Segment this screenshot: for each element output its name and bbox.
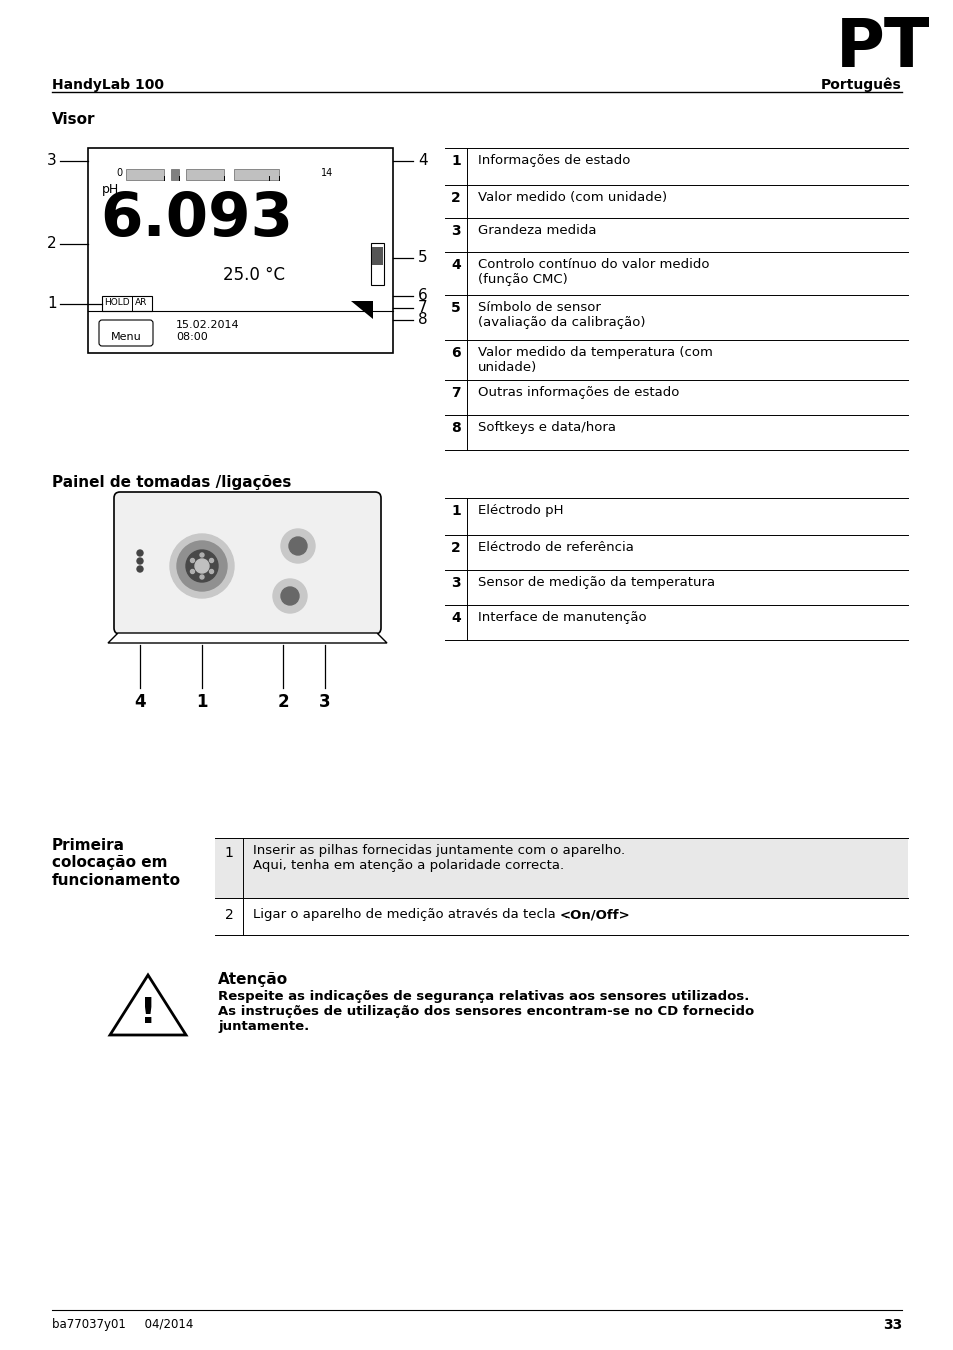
Circle shape xyxy=(273,579,307,613)
Text: Softkeys e data/hora: Softkeys e data/hora xyxy=(477,421,616,433)
Circle shape xyxy=(281,587,298,605)
Circle shape xyxy=(194,559,209,572)
Text: Painel de tomadas /ligações: Painel de tomadas /ligações xyxy=(52,475,291,490)
Text: Símbolo de sensor
(avaliação da calibração): Símbolo de sensor (avaliação da calibraç… xyxy=(477,301,645,329)
Polygon shape xyxy=(110,975,186,1035)
Circle shape xyxy=(191,570,194,574)
Circle shape xyxy=(210,559,213,563)
Circle shape xyxy=(137,558,143,564)
Text: Interface de manutenção: Interface de manutenção xyxy=(477,612,646,624)
Text: 14: 14 xyxy=(320,167,333,178)
Text: 8: 8 xyxy=(451,421,460,435)
Text: Valor medido (com unidade): Valor medido (com unidade) xyxy=(477,190,666,204)
Bar xyxy=(372,247,382,265)
Text: 6: 6 xyxy=(417,288,427,302)
Text: 1: 1 xyxy=(196,693,208,711)
Text: 1: 1 xyxy=(47,296,57,310)
Text: Sensor de medição da temperatura: Sensor de medição da temperatura xyxy=(477,576,715,589)
Text: Controlo contínuo do valor medido
(função CMC): Controlo contínuo do valor medido (funçã… xyxy=(477,258,709,286)
Text: 2: 2 xyxy=(451,190,460,205)
Text: Outras informações de estado: Outras informações de estado xyxy=(477,386,679,400)
Text: 3: 3 xyxy=(47,153,57,167)
Circle shape xyxy=(281,529,314,563)
Text: 3: 3 xyxy=(319,693,331,711)
Circle shape xyxy=(191,559,194,563)
Text: Grandeza medida: Grandeza medida xyxy=(477,224,596,238)
Text: HandyLab 100: HandyLab 100 xyxy=(52,78,164,92)
Bar xyxy=(371,243,384,285)
Text: 4: 4 xyxy=(451,612,460,625)
Text: 3: 3 xyxy=(451,576,460,590)
Circle shape xyxy=(200,575,204,579)
Text: 2: 2 xyxy=(47,236,57,251)
Text: 33: 33 xyxy=(882,1318,901,1332)
Text: 1: 1 xyxy=(451,154,460,167)
Text: 6.093: 6.093 xyxy=(100,190,293,248)
Text: Valor medido da temperatura (com
unidade): Valor medido da temperatura (com unidade… xyxy=(477,346,712,374)
Bar xyxy=(88,148,393,352)
Text: Atenção: Atenção xyxy=(218,972,288,987)
Text: 7: 7 xyxy=(451,386,460,400)
Text: 8: 8 xyxy=(417,312,427,327)
Text: Menu: Menu xyxy=(111,332,141,342)
Text: PT: PT xyxy=(835,15,929,81)
Bar xyxy=(186,169,224,180)
Circle shape xyxy=(137,549,143,556)
Text: 2: 2 xyxy=(224,909,233,922)
Text: 25.0 °C: 25.0 °C xyxy=(223,266,285,283)
Circle shape xyxy=(210,570,213,574)
Bar xyxy=(102,296,152,310)
Text: 1: 1 xyxy=(224,846,233,860)
Text: Primeira
colocação em
funcionamento: Primeira colocação em funcionamento xyxy=(52,838,181,888)
Text: Eléctrodo pH: Eléctrodo pH xyxy=(477,504,563,517)
Text: Visor: Visor xyxy=(52,112,95,127)
Circle shape xyxy=(186,549,218,582)
Text: ba77037y01     04/2014: ba77037y01 04/2014 xyxy=(52,1318,193,1331)
Text: 4: 4 xyxy=(417,153,427,167)
Text: !: ! xyxy=(139,996,156,1030)
Text: HOLD: HOLD xyxy=(104,298,130,306)
Polygon shape xyxy=(108,633,387,643)
FancyBboxPatch shape xyxy=(113,491,380,634)
Circle shape xyxy=(177,541,227,591)
Text: 0: 0 xyxy=(117,167,123,178)
Circle shape xyxy=(200,554,204,558)
Text: Eléctrodo de referência: Eléctrodo de referência xyxy=(477,541,633,554)
Text: Ligar o aparelho de medição através da tecla: Ligar o aparelho de medição através da t… xyxy=(253,909,559,921)
Polygon shape xyxy=(351,301,373,319)
Bar xyxy=(233,169,278,180)
Text: 7: 7 xyxy=(417,300,427,315)
Text: 2: 2 xyxy=(451,541,460,555)
Bar xyxy=(126,169,164,180)
Circle shape xyxy=(289,537,307,555)
Text: 5: 5 xyxy=(417,250,427,265)
Bar xyxy=(214,838,907,898)
Text: AR: AR xyxy=(135,298,147,306)
Text: 08:00: 08:00 xyxy=(175,332,208,342)
Text: <On/Off>: <On/Off> xyxy=(559,909,630,921)
Text: 15.02.2014: 15.02.2014 xyxy=(175,320,239,329)
Text: pH: pH xyxy=(102,184,119,196)
Text: 1: 1 xyxy=(451,504,460,518)
Text: Português: Português xyxy=(821,78,901,93)
Text: 5: 5 xyxy=(451,301,460,315)
Text: Informações de estado: Informações de estado xyxy=(477,154,630,167)
FancyBboxPatch shape xyxy=(99,320,152,346)
Text: .: . xyxy=(559,909,568,921)
Circle shape xyxy=(170,535,233,598)
Circle shape xyxy=(137,566,143,572)
Text: Inserir as pilhas fornecidas juntamente com o aparelho.
Aqui, tenha em atenção a: Inserir as pilhas fornecidas juntamente … xyxy=(253,844,624,872)
Text: Respeite as indicações de segurança relativas aos sensores utilizados.
As instru: Respeite as indicações de segurança rela… xyxy=(218,990,754,1033)
Bar xyxy=(171,169,179,180)
Text: 2: 2 xyxy=(277,693,289,711)
Text: 3: 3 xyxy=(451,224,460,238)
Text: 4: 4 xyxy=(134,693,146,711)
Text: 6: 6 xyxy=(451,346,460,360)
Text: 4: 4 xyxy=(451,258,460,271)
